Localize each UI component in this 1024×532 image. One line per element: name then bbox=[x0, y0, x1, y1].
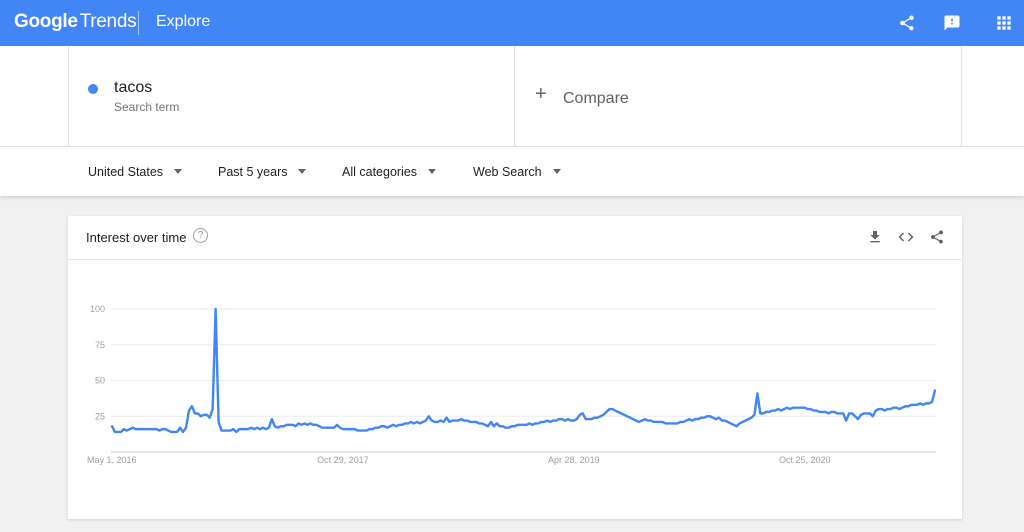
chevron-down-icon bbox=[298, 169, 307, 175]
interest-over-time-card: Interest over time ? 25 50 75 100 May 1, 201… bbox=[68, 216, 962, 519]
compare-label[interactable]: Compare bbox=[563, 90, 629, 107]
top-app-bar: Google Trends Explore bbox=[0, 0, 1024, 46]
search-type-value: Web Search bbox=[473, 165, 542, 179]
x-tick-label: Oct 25, 2020 bbox=[779, 455, 831, 465]
chevron-down-icon bbox=[428, 169, 437, 175]
card-divider bbox=[68, 259, 962, 260]
interest-line-chart: 25 50 75 100 May 1, 2016 Oct 29, 2017 Apr 28, … bbox=[87, 304, 937, 465]
y-tick-label: 50 bbox=[95, 376, 105, 386]
series-line-tacos bbox=[110, 307, 937, 434]
download-icon[interactable] bbox=[866, 228, 884, 246]
category-dropdown[interactable]: All categories bbox=[342, 165, 437, 179]
time-range-dropdown[interactable]: Past 5 years bbox=[218, 165, 307, 179]
region-value: United States bbox=[88, 165, 164, 179]
help-icon[interactable]: ? bbox=[193, 228, 208, 243]
search-type-dropdown[interactable]: Web Search bbox=[473, 165, 561, 179]
search-term-name[interactable]: tacos bbox=[114, 79, 153, 96]
share-icon[interactable] bbox=[928, 228, 946, 246]
y-tick-label: 100 bbox=[90, 304, 105, 314]
chevron-down-icon bbox=[552, 169, 561, 175]
filter-bar: United States Past 5 years All categorie… bbox=[0, 146, 1024, 196]
share-icon[interactable] bbox=[896, 12, 918, 34]
logo-product: Trends bbox=[79, 11, 137, 32]
logo-brand: Google bbox=[14, 11, 78, 32]
search-term-card[interactable]: tacos Search term bbox=[68, 46, 515, 146]
term-bar: tacos Search term + Compare bbox=[0, 46, 1024, 146]
plus-icon[interactable]: + bbox=[535, 83, 547, 105]
apps-grid-icon[interactable] bbox=[993, 12, 1015, 34]
y-tick-label: 75 bbox=[95, 340, 105, 350]
category-value: All categories bbox=[342, 165, 418, 179]
x-tick-label: Apr 28, 2019 bbox=[548, 455, 600, 465]
feedback-icon[interactable] bbox=[941, 12, 963, 34]
header-divider bbox=[138, 11, 139, 35]
y-tick-label: 25 bbox=[95, 411, 105, 421]
time-range-value: Past 5 years bbox=[218, 165, 288, 179]
term-color-dot bbox=[88, 84, 98, 94]
x-tick-label: May 1, 2016 bbox=[87, 455, 137, 465]
x-tick-label: Oct 29, 2017 bbox=[317, 455, 369, 465]
google-trends-logo[interactable]: Google Trends bbox=[14, 11, 137, 33]
region-dropdown[interactable]: United States bbox=[88, 165, 183, 179]
card-title: Interest over time bbox=[86, 230, 187, 245]
page-title: Explore bbox=[156, 13, 211, 30]
search-term-subtitle: Search term bbox=[114, 100, 180, 114]
compare-card[interactable]: + Compare bbox=[515, 46, 962, 146]
embed-icon[interactable] bbox=[897, 228, 915, 246]
chevron-down-icon bbox=[174, 169, 183, 175]
